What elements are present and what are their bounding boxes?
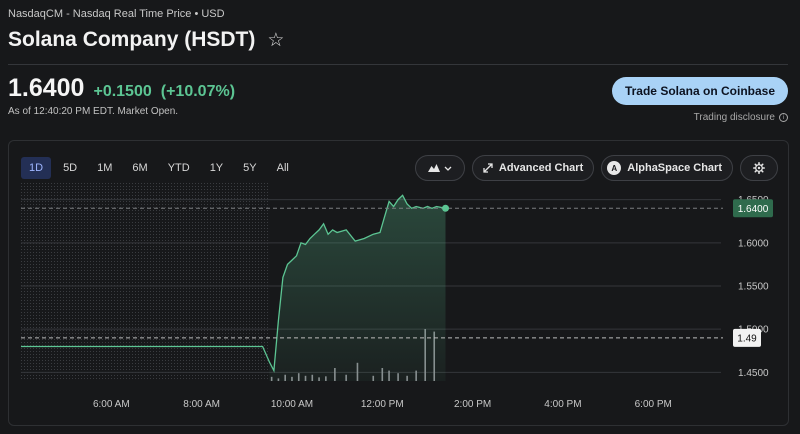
range-ytd[interactable]: YTD <box>167 162 190 174</box>
range-5d[interactable]: 5D <box>63 162 78 174</box>
range-all[interactable]: All <box>276 162 289 174</box>
header-divider <box>8 64 788 65</box>
quote-timestamp: As of 12:40:20 PM EDT. Market Open. <box>8 106 179 117</box>
x-tick-label: 10:00 AM <box>271 399 313 410</box>
price-change-percent: (+10.07%) <box>160 83 236 100</box>
range-1m[interactable]: 1M <box>97 162 113 174</box>
mountain-chart-icon <box>427 164 440 172</box>
x-tick-label: 12:00 PM <box>361 399 404 410</box>
y-tick-label: 1.5500 <box>738 282 769 293</box>
x-tick-label: 8:00 AM <box>183 399 220 410</box>
chart-type-dropdown[interactable] <box>414 155 465 181</box>
range-1d[interactable]: 1D <box>21 157 52 179</box>
x-tick-label: 6:00 AM <box>93 399 130 410</box>
x-tick-label: 2:00 PM <box>454 399 491 410</box>
y-tick-label: 1.6000 <box>738 238 769 249</box>
premarket-shading <box>21 183 270 381</box>
alphaspace-logo-icon: A <box>607 161 622 175</box>
advanced-chart-button[interactable]: Advanced Chart <box>471 155 595 181</box>
y-tick-label: 1.4500 <box>738 368 769 379</box>
prev-close-label-bg <box>733 328 761 347</box>
info-icon: i <box>779 113 788 122</box>
quote-row: 1.6400 +0.1500 (+10.07%) <box>8 74 235 103</box>
watchlist-star-icon[interactable]: ☆ <box>267 29 285 51</box>
trading-disclosure-label: Trading disclosure <box>693 112 775 123</box>
current-price-label-bg <box>733 199 773 218</box>
x-tick-label: 4:00 PM <box>544 399 581 410</box>
range-1y[interactable]: 1Y <box>209 162 224 174</box>
alphaspace-chart-button[interactable]: A AlphaSpace Chart <box>601 155 733 181</box>
expand-icon <box>483 163 493 173</box>
advanced-chart-label: Advanced Chart <box>498 162 584 174</box>
current-price-label: 1.6400 <box>738 204 769 215</box>
price-change: +0.1500 <box>93 83 152 100</box>
current-price: 1.6400 <box>8 74 85 102</box>
prev-close-label: 1.49 <box>737 333 757 344</box>
chevron-down-icon <box>444 166 452 171</box>
gear-icon <box>753 162 765 174</box>
trading-disclosure-link[interactable]: Trading disclosure i <box>694 112 788 123</box>
range-selector: 1D 5D 1M 6M YTD 1Y 5Y All <box>21 157 297 179</box>
current-price-dot <box>442 204 450 212</box>
chart-settings-button[interactable] <box>740 155 778 181</box>
chart-toolbar: Advanced Chart A AlphaSpace Chart <box>414 155 778 181</box>
title-row: Solana Company (HSDT) ☆ <box>8 28 284 52</box>
alphaspace-chart-label: AlphaSpace Chart <box>627 162 722 174</box>
x-tick-label: 6:00 PM <box>635 399 672 410</box>
price-area <box>269 195 446 381</box>
price-line <box>21 194 446 373</box>
range-6m[interactable]: 6M <box>132 162 148 174</box>
trade-on-coinbase-button[interactable]: Trade Solana on Coinbase <box>612 77 788 105</box>
exchange-source: NasdaqCM - Nasdaq Real Time Price • USD <box>8 8 225 20</box>
page-title: Solana Company (HSDT) <box>8 28 256 51</box>
range-5y[interactable]: 5Y <box>243 162 257 174</box>
